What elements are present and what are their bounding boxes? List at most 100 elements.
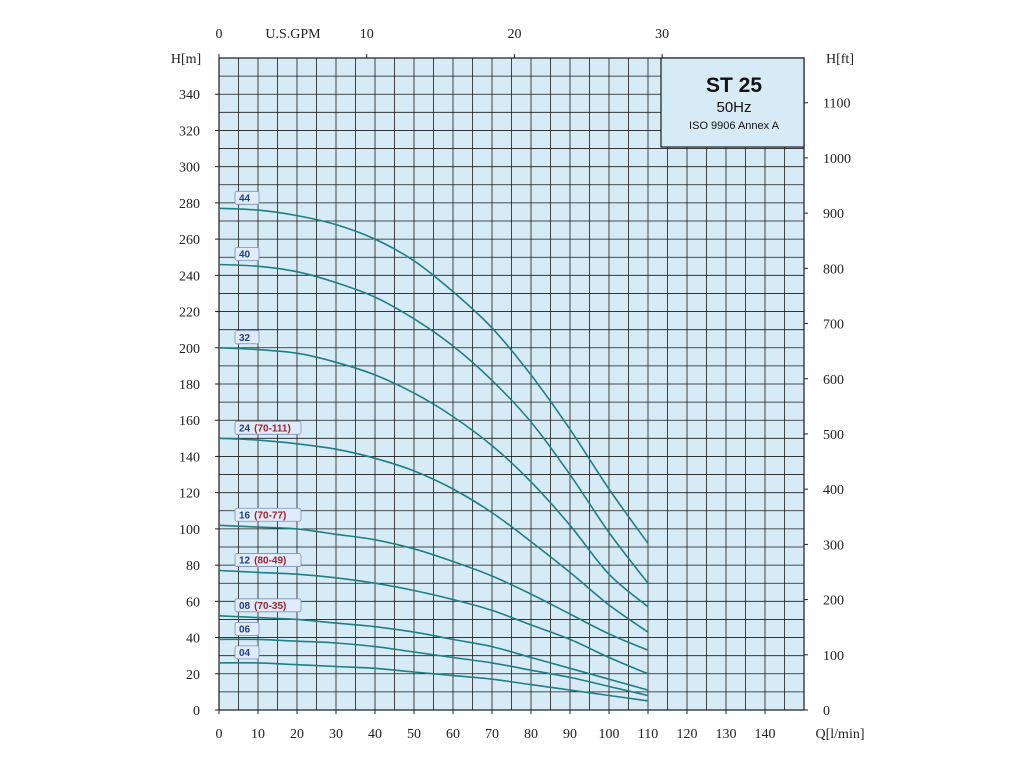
stage-label-text: 32	[239, 333, 251, 344]
stage-label-code: 08	[239, 601, 251, 612]
y-left-tick-label: 0	[193, 704, 200, 719]
stage-label-code: 04	[239, 648, 251, 659]
stage-label-box	[234, 420, 302, 435]
stage-label-32: 32	[234, 330, 260, 345]
info-box: ST 25 50Hz ISO 9906 Annex A	[660, 57, 805, 148]
stage-label-code: 24	[239, 423, 251, 434]
stage-label-box	[234, 553, 302, 567]
y-left-tick-label: 160	[179, 414, 200, 429]
y-right-tick-label: 600	[823, 373, 844, 388]
stage-label-range: (70-111)	[254, 423, 291, 434]
x-bottom-tick-label: 50	[407, 727, 421, 742]
x-bottom-tick-label: 140	[755, 727, 776, 742]
stage-label-text: 24 (70-111)	[239, 423, 291, 434]
x-bottom-tick-label: 30	[329, 727, 343, 742]
x-bottom-tick-label: 20	[290, 727, 304, 742]
stage-label-16: 16 (70-77)	[234, 507, 302, 522]
x-top-tick-label: 30	[655, 27, 669, 42]
x-top-tick-label: 0	[216, 27, 223, 42]
stage-label-08: 08 (70-35)	[234, 598, 302, 613]
pump-curve-08	[218, 615, 649, 691]
y-left-tick-label: 20	[186, 668, 200, 683]
pump-curve-32	[218, 347, 649, 608]
x-bottom-tick-label: 70	[485, 727, 499, 742]
pump-curve-04	[218, 661, 649, 702]
x-bottom-axis-title: Q[l/min]	[816, 727, 865, 742]
stage-label-text: 44	[239, 193, 251, 204]
stage-label-text: 08 (70-35)	[239, 601, 286, 612]
y-right-tick-label: 100	[823, 649, 844, 664]
y-right-tick-label: 800	[823, 262, 844, 277]
curve-group	[218, 207, 649, 702]
stage-label-code: 06	[239, 624, 251, 635]
pump-curve-44	[218, 207, 649, 544]
stage-label-code: 12	[239, 556, 251, 567]
pump-curve-06	[218, 638, 649, 697]
x-bottom-tick-label: 100	[599, 727, 620, 742]
stage-label-40: 40	[234, 247, 260, 261]
y-left-tick-label: 60	[186, 595, 200, 610]
stage-label-text: 12 (80-49)	[239, 556, 286, 567]
y-left-tick-label: 300	[179, 161, 200, 176]
stage-label-code: 44	[239, 193, 251, 204]
x-bottom-tick-label: 40	[368, 727, 382, 742]
standard-label: ISO 9906 Annex A	[689, 120, 780, 132]
stage-label-box	[234, 645, 260, 660]
stage-label-text: 16 (70-77)	[239, 510, 286, 521]
y-right-tick-label: 400	[823, 483, 844, 498]
stage-label-box	[234, 247, 260, 261]
grid-lines	[218, 57, 805, 711]
y-right-tick-label: 900	[823, 207, 844, 222]
y-left-tick-label: 220	[179, 306, 200, 321]
stage-label-text: 40	[239, 249, 251, 260]
y-left-tick-label: 180	[179, 378, 200, 393]
y-left-tick-label: 260	[179, 233, 200, 248]
y-left-tick-label: 140	[179, 450, 200, 465]
y-left-tick-label: 100	[179, 523, 200, 538]
x-bottom-tick-label: 120	[677, 727, 698, 742]
x-top-axis-title: U.S.GPM	[265, 27, 321, 42]
info-box-frame	[660, 57, 805, 148]
stage-label-range: (70-35)	[254, 601, 286, 612]
y-right-tick-label: 1100	[823, 97, 850, 112]
y-right-axis-title: H[ft]	[826, 52, 854, 67]
x-top-tick-label: 10	[360, 27, 374, 42]
pump-curve-16	[218, 524, 649, 651]
y-left-tick-label: 240	[179, 269, 200, 284]
stage-label-code: 16	[239, 510, 251, 521]
x-bottom-tick-label: 60	[446, 727, 460, 742]
stage-label-box	[234, 621, 260, 636]
y-right-tick-label: 200	[823, 594, 844, 609]
stage-label-box	[234, 598, 302, 613]
pump-curve-12	[218, 569, 649, 675]
y-left-tick-label: 120	[179, 487, 200, 502]
y-right-tick-label: 1000	[823, 152, 851, 167]
y-left-axis-title: H[m]	[171, 52, 201, 67]
stage-label-box	[234, 190, 260, 205]
x-bottom-tick-label: 110	[638, 727, 658, 742]
stage-label-text: 04	[239, 648, 251, 659]
y-right-tick-label: 500	[823, 428, 844, 443]
stage-label-44: 44	[234, 190, 260, 205]
axis-group: 0 10 20 30 40 50 60 70 80 90 100 110 120 130 140 Q[l/mi…	[171, 27, 865, 742]
x-top-tick-label: 20	[507, 27, 521, 42]
x-bottom-tick-label: 0	[216, 727, 223, 742]
stage-label-box	[234, 330, 260, 345]
stage-label-24: 24 (70-111)	[234, 420, 302, 435]
stage-label-range: (80-49)	[254, 556, 286, 567]
y-right-tick-label: 0	[823, 704, 830, 719]
x-bottom-tick-label: 80	[524, 727, 538, 742]
stage-label-code: 40	[239, 249, 251, 260]
stage-label-text: 06	[239, 624, 251, 635]
y-left-tick-label: 340	[179, 88, 200, 103]
stage-label-code: 32	[239, 333, 251, 344]
y-left-tick-label: 320	[179, 124, 200, 139]
y-right-tick-label: 700	[823, 318, 844, 333]
stage-label-06: 06	[234, 621, 260, 636]
stage-label-12: 12 (80-49)	[234, 553, 302, 567]
frequency-label: 50Hz	[716, 99, 751, 116]
y-left-tick-label: 40	[186, 632, 200, 647]
